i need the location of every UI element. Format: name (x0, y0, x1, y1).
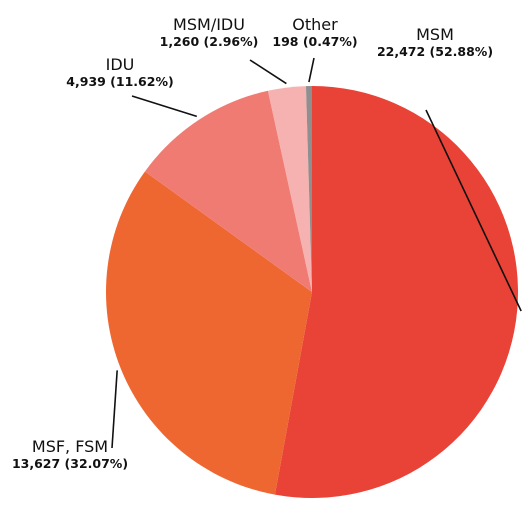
leader-line-other (308, 57, 315, 83)
leader-line-msf-fsm (111, 370, 118, 449)
pie-slice-msm-idu (267, 86, 312, 293)
slice-value-msm-idu: 1,260 (2.96%) (160, 34, 259, 49)
label-other: Other 198 (0.47%) (272, 15, 357, 49)
leader-line-idu (131, 95, 198, 118)
pie-slices (105, 86, 519, 498)
slice-label-other: Other (292, 15, 338, 34)
slice-value-msf-fsm: 13,627 (32.07%) (12, 456, 128, 471)
pie-slice-msf-fsm (105, 171, 312, 495)
pie-slice-msm (274, 86, 519, 498)
label-idu: IDU 4,939 (11.62%) (66, 55, 173, 89)
leader-line-msm-idu (249, 59, 287, 85)
slice-label-idu: IDU (106, 55, 135, 74)
leader-line-msm (425, 109, 522, 312)
slice-value-other: 198 (0.47%) (272, 34, 357, 49)
slice-value-idu: 4,939 (11.62%) (66, 74, 173, 89)
slice-label-msm: MSM (416, 25, 454, 44)
slice-label-msf-fsm: MSF, FSM (32, 437, 108, 456)
slice-label-msm-idu: MSM/IDU (173, 15, 245, 34)
label-msm: MSM 22,472 (52.88%) (377, 25, 493, 59)
slice-value-msm: 22,472 (52.88%) (377, 44, 493, 59)
pie-slice-other (305, 86, 312, 292)
label-msf-fsm: MSF, FSM 13,627 (32.07%) (12, 437, 128, 471)
pie-slice-idu (144, 90, 312, 292)
leader-lines (111, 57, 522, 449)
label-msm-idu: MSM/IDU 1,260 (2.96%) (160, 15, 259, 49)
